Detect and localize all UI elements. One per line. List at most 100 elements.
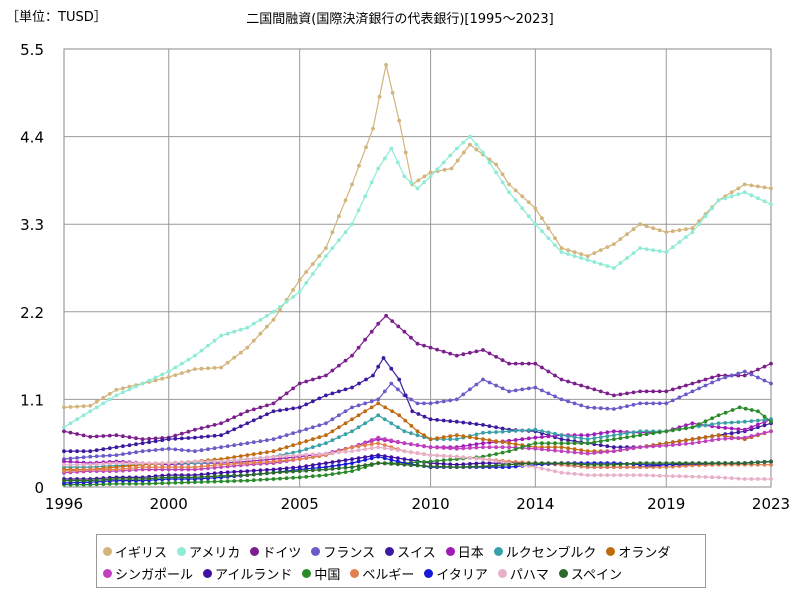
data-point [526,443,531,448]
data-point [376,321,381,326]
data-point [140,465,145,469]
data-point [134,465,138,470]
data-point [736,430,741,435]
data-point [474,147,479,152]
data-point [337,450,341,455]
data-point [454,465,459,469]
data-point [500,450,505,455]
data-point [265,460,269,464]
data-point [166,461,171,465]
data-point [127,461,132,465]
data-point [520,361,525,366]
data-point [396,459,400,464]
data-point [710,375,714,380]
data-point [343,458,348,462]
data-point [291,431,295,436]
data-point [625,256,629,260]
data-point [454,397,459,402]
data-point [88,449,93,454]
data-point [749,419,754,423]
data-point [310,455,315,459]
data-point [265,455,269,460]
data-point [481,464,485,469]
data-point [697,436,701,441]
data-point [487,438,492,443]
data-point [206,479,210,484]
data-point [422,444,426,449]
legend-marker-icon [493,547,503,556]
data-point [500,386,505,391]
data-point [193,459,197,464]
data-point [258,331,263,336]
data-point [212,471,217,476]
data-point [101,482,106,487]
data-point [690,461,695,465]
data-point [297,429,302,434]
data-point [317,396,322,401]
data-point [343,387,348,392]
data-point [664,401,669,406]
data-point [592,440,597,445]
data-point [75,417,79,422]
data-point [657,228,662,233]
data-point [598,450,603,455]
data-point [75,432,79,436]
data-point [81,455,86,460]
data-point [396,387,400,392]
data-point [409,450,413,455]
data-point [585,437,590,442]
legend-item: パハマ [497,564,549,583]
data-point [330,417,335,422]
data-point [533,385,538,390]
data-point [540,461,544,465]
data-point [461,392,466,397]
legend-item: フランス [311,542,375,561]
legend-item: アイルランド [203,564,292,583]
data-point [402,441,407,446]
data-point [389,458,394,462]
data-point [324,441,328,446]
data-point [324,433,328,438]
legend-label: スイス [397,546,436,561]
data-point [723,426,728,430]
data-point [153,461,158,465]
data-point [384,313,388,318]
data-point [101,454,106,458]
data-point [670,428,675,433]
plot-area [63,48,772,488]
data-point [324,373,328,378]
data-point [389,447,394,452]
y-tick-label: 5.5 [20,41,44,59]
data-point [631,461,636,466]
data-point [729,476,734,481]
data-point [278,396,282,401]
data-point [422,464,426,468]
data-point [474,436,479,441]
data-point [310,262,315,266]
data-point [494,459,498,463]
data-point [474,422,479,426]
data-point [572,472,577,476]
data-point [657,430,662,435]
data-point [494,425,498,430]
data-point [716,198,721,203]
data-point [441,160,446,165]
data-point [468,464,472,469]
data-point [310,463,315,467]
data-point [232,355,237,360]
data-point [769,459,773,464]
data-point [310,377,315,382]
legend-label: シンガポール [115,568,194,583]
data-point [723,375,728,380]
data-point [297,469,302,473]
data-point [605,449,610,454]
data-point [376,166,381,171]
data-point [468,387,472,392]
data-point [520,387,525,392]
data-point [337,435,341,440]
data-point [572,435,577,440]
data-point [114,445,119,450]
data-point [697,440,701,445]
legend-label: イタリア [436,568,488,583]
data-point [690,230,695,235]
